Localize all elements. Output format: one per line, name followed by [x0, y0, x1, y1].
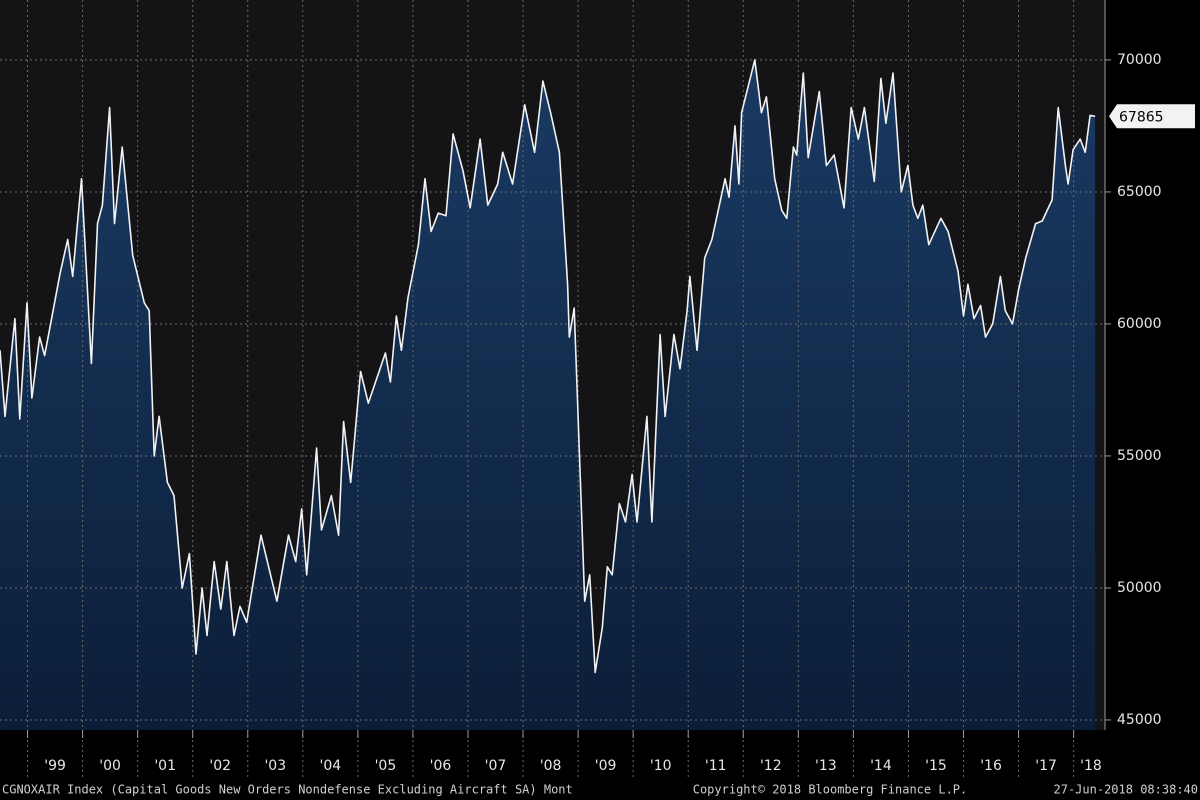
area-fill: [0, 59, 1096, 730]
y-tick-label: 45000: [1117, 712, 1162, 728]
x-tick-label: '04: [320, 758, 342, 774]
footer-timestamp: 27-Jun-2018 08:38:40: [1054, 783, 1199, 797]
last-value-box: [1109, 104, 1195, 129]
x-tick-label: '05: [375, 758, 397, 774]
x-tick-label: '01: [154, 758, 176, 774]
series-line: [0, 59, 1096, 674]
x-tick-label: '14: [870, 758, 892, 774]
x-tick-label: '00: [99, 758, 121, 774]
x-tick-label: '08: [540, 758, 562, 774]
y-tick-label: 60000: [1117, 316, 1162, 332]
y-tick-label: 50000: [1117, 580, 1162, 596]
x-tick-label: '17: [1035, 758, 1057, 774]
footer-index: CGNOXAIR Index (Capital Goods New Orders…: [2, 783, 573, 797]
x-tick-label: '10: [650, 758, 672, 774]
x-tick-label: '18: [1080, 758, 1102, 774]
y-tick-label: 70000: [1117, 52, 1162, 68]
x-tick-label: '11: [705, 758, 727, 774]
x-tick-label: '03: [264, 758, 286, 774]
x-tick-label: '99: [44, 758, 66, 774]
x-tick-label: '15: [925, 758, 947, 774]
x-tick-label: '09: [595, 758, 617, 774]
x-tick-label: '07: [485, 758, 507, 774]
last-value-label: 67865: [1119, 109, 1164, 125]
y-tick-label: 55000: [1117, 448, 1162, 464]
footer-copyright: Copyright© 2018 Bloomberg Finance L.P.: [693, 783, 968, 797]
x-tick-label: '16: [980, 758, 1002, 774]
last-value-tag: 67865: [1109, 104, 1195, 129]
x-tick-label: '13: [815, 758, 837, 774]
x-tick-label: '12: [760, 758, 782, 774]
x-tick-label: '02: [209, 758, 231, 774]
y-tick-label: 65000: [1117, 184, 1162, 200]
x-tick-label: '06: [430, 758, 452, 774]
